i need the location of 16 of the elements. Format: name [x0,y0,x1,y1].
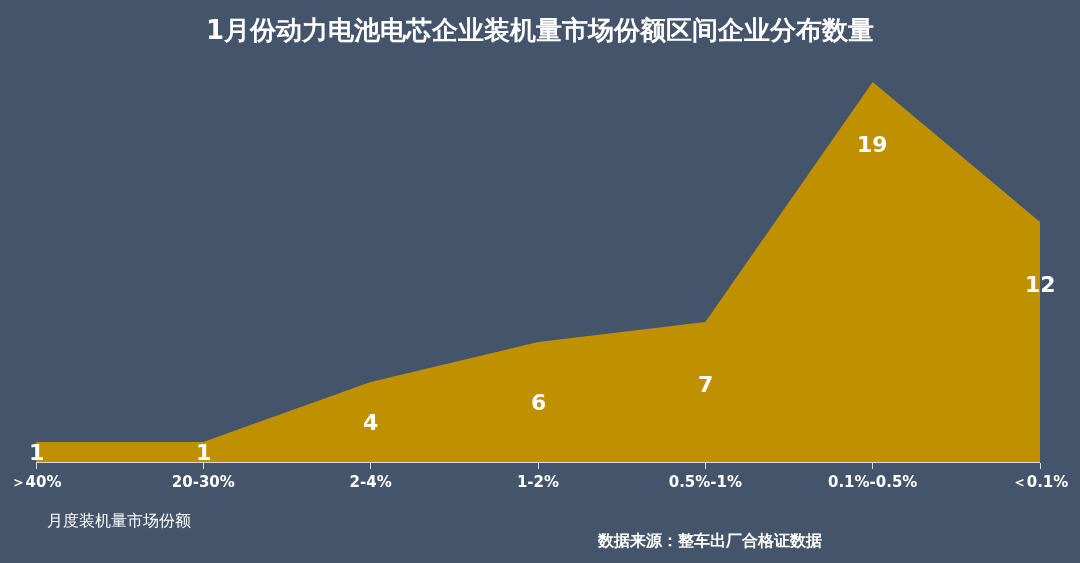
x-tick-label: 0.5%-1% [668,473,742,491]
chart-title: 1月份动力电池电芯企业装机量市场份额区间企业分布数量 [205,14,875,45]
x-tick-label: ＜0.1% [1011,473,1069,491]
x-tick-label: 0.1%-0.5% [827,473,918,491]
data-label: 7 [698,372,714,397]
data-label: 4 [363,410,379,435]
x-tick-label: 1-2% [516,473,560,491]
x-tick-label: ＞40% [10,473,62,491]
x-tick-label: 2-4% [349,473,392,491]
x-axis-title: 月度装机量市场份额 [47,511,191,530]
data-label: 19 [857,132,888,157]
data-label: 1 [196,440,212,465]
data-label: 6 [531,390,547,415]
source-note: 数据来源：整车出厂合格证数据 [597,531,822,550]
x-tick-label: 20-30% [171,473,235,491]
data-label: 1 [29,440,45,465]
